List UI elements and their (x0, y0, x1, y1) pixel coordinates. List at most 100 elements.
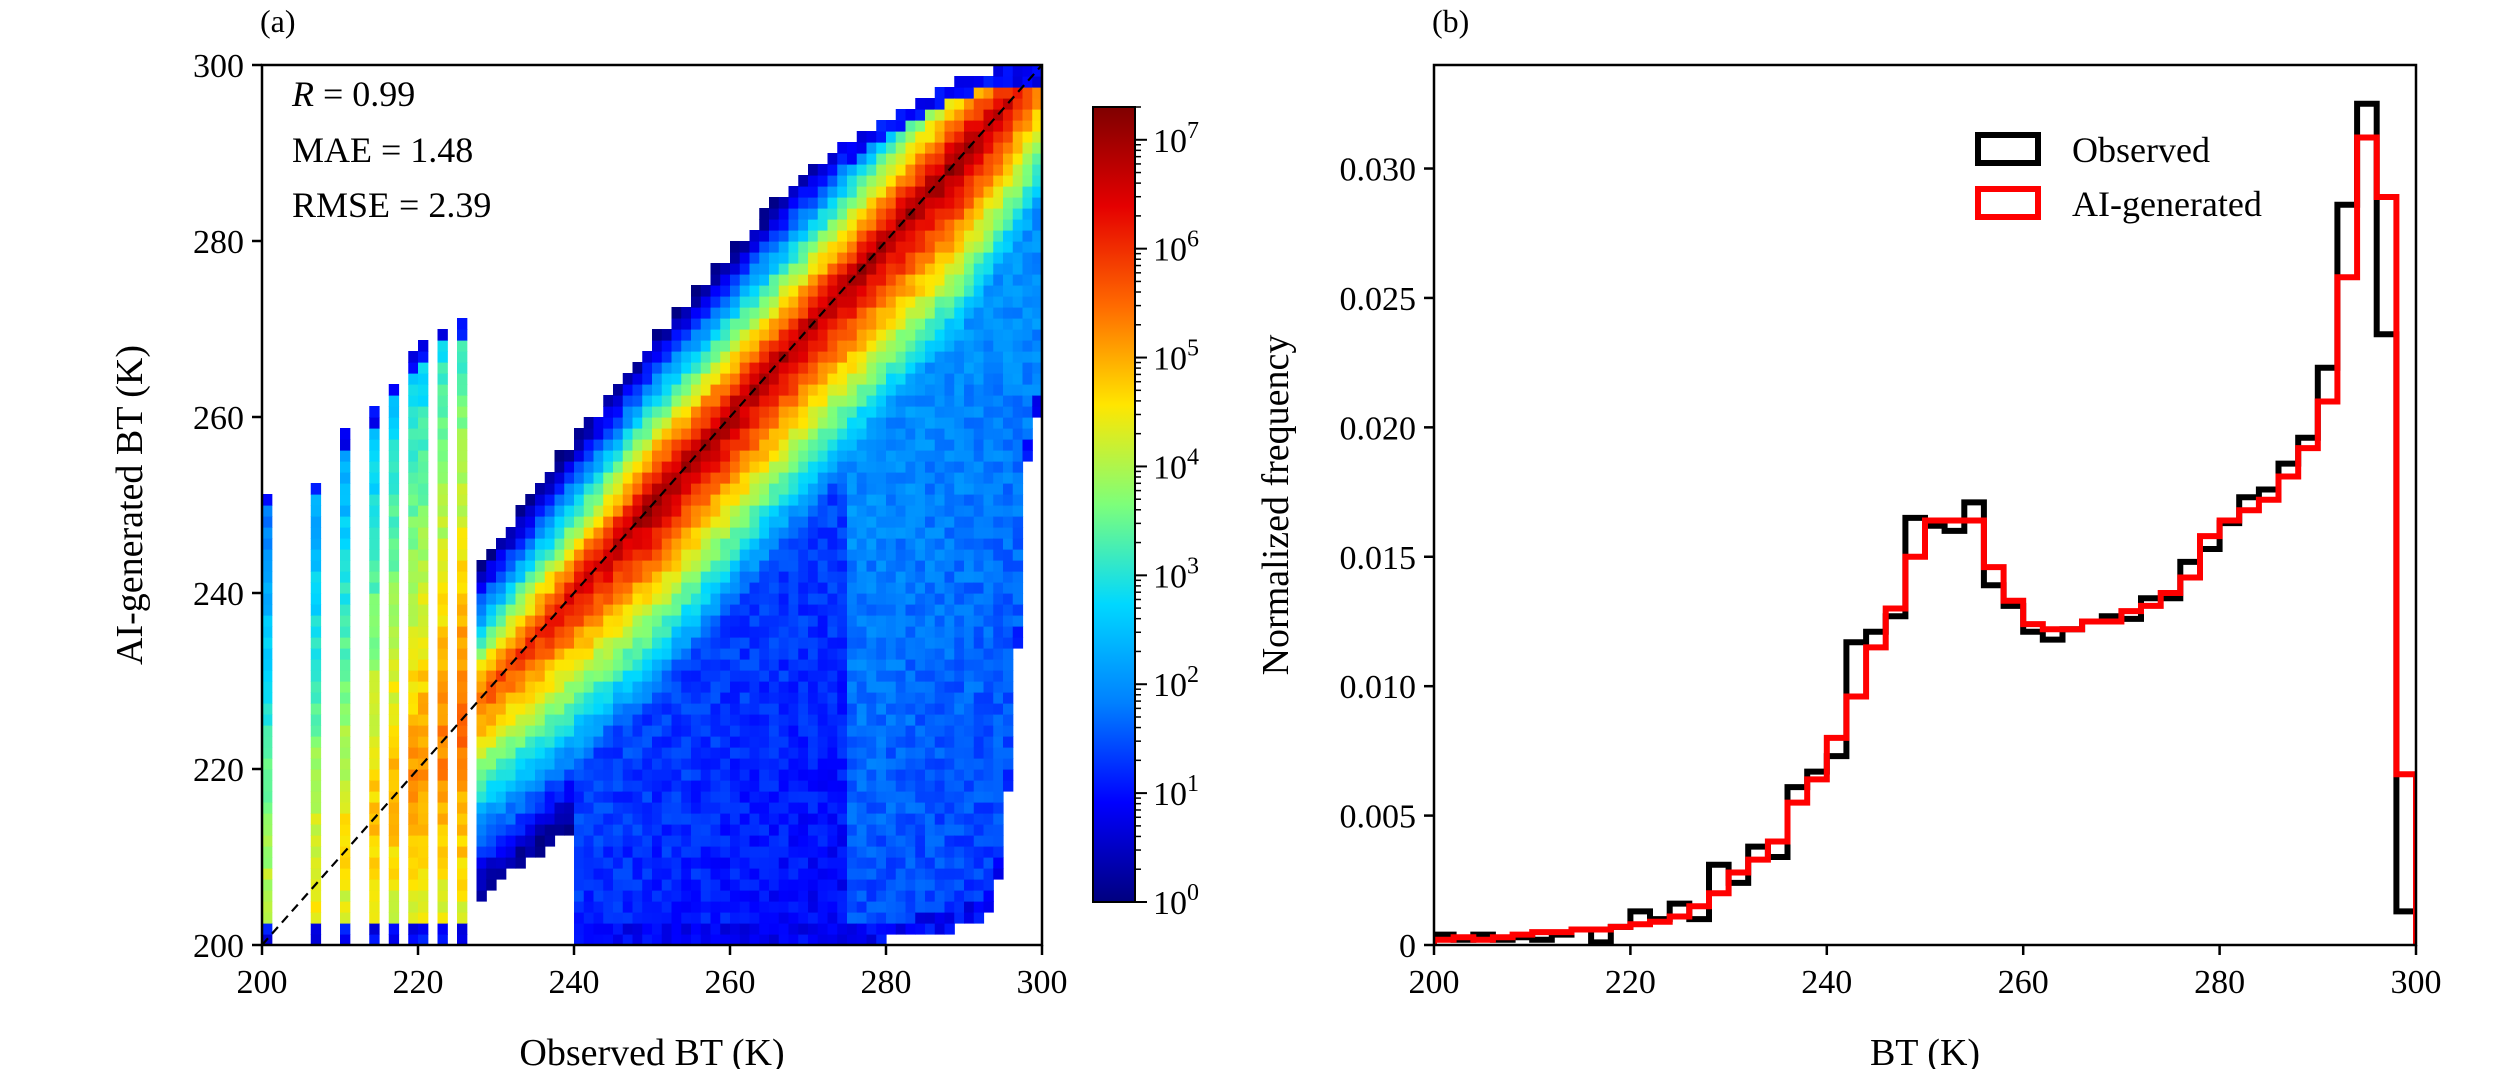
heatmap-cell (700, 868, 712, 880)
heatmap-cell (583, 923, 595, 935)
heatmap-cell (340, 516, 351, 528)
heatmap-cell (886, 428, 897, 440)
heatmap-cell (457, 582, 468, 594)
heatmap-cell (720, 560, 731, 572)
heatmap-cell (535, 582, 546, 594)
heatmap-cell (505, 692, 517, 704)
heatmap-cell (934, 296, 946, 308)
heatmap-cell (895, 769, 907, 781)
heatmap-cell (769, 901, 780, 913)
heatmap-cell (505, 824, 517, 836)
heatmap-cell (681, 626, 692, 638)
heatmap-cell (369, 527, 380, 539)
heatmap-cell (944, 417, 955, 429)
heatmap-cell (837, 780, 848, 792)
heatmap-cell (340, 725, 351, 737)
heatmap-cell (759, 505, 770, 517)
heatmap-cell (593, 483, 604, 495)
heatmap-cell (905, 758, 916, 770)
heatmap-cell (525, 769, 536, 781)
heatmap-cell (437, 626, 448, 638)
heatmap-cell (866, 615, 877, 627)
heatmap-cell (798, 813, 809, 825)
heatmap-cell (895, 208, 907, 220)
heatmap-cell (310, 857, 322, 869)
heatmap-cell (905, 626, 916, 638)
heatmap-cell (457, 395, 468, 407)
heatmap-cell (408, 692, 419, 704)
heatmap-x-ticks: 200 220 240 260 280 300 (237, 945, 1068, 1001)
heatmap-cell (1003, 670, 1014, 682)
heatmap-cell (993, 384, 1004, 396)
heatmap-cell (759, 406, 770, 418)
heatmap-cell (759, 483, 770, 495)
heatmap-cell (769, 351, 780, 363)
heatmap-cell (496, 736, 507, 748)
heatmap-cell (1022, 109, 1033, 121)
heatmap-cell (681, 835, 692, 847)
heatmap-x-tick-label: 300 (1017, 964, 1068, 1001)
heatmap-cell (964, 164, 975, 176)
heatmap-cell (827, 472, 838, 484)
heatmap-cell (944, 450, 955, 462)
heatmap-cell (759, 208, 770, 220)
heatmap-cell (486, 593, 497, 605)
heatmap-cell (778, 274, 790, 286)
heatmap-cell (905, 670, 916, 682)
heatmap-cell (1003, 175, 1014, 187)
heatmap-cell (856, 340, 868, 352)
heatmap-cell (993, 197, 1004, 209)
heatmap-cell (710, 362, 721, 374)
heatmap-cell (944, 593, 955, 605)
heatmap-cell (827, 824, 838, 836)
heatmap-cell (944, 813, 955, 825)
heatmap-cell (310, 648, 322, 660)
heatmap-cell (944, 329, 955, 341)
heatmap-cell (817, 274, 829, 286)
heatmap-cell (340, 439, 351, 451)
heatmap-cell (856, 846, 868, 858)
heatmap-cell (944, 472, 955, 484)
heatmap-cell (574, 780, 585, 792)
heatmap-cell (671, 560, 682, 572)
heatmap-cell (418, 340, 429, 352)
heatmap-cell (856, 373, 868, 385)
heatmap-cell (866, 791, 877, 803)
heatmap-cell (798, 285, 809, 297)
heatmap-cell (856, 912, 868, 924)
heatmap-cell (642, 868, 653, 880)
heatmap-cell (739, 252, 751, 264)
heatmap-cell (993, 109, 1004, 121)
heatmap-cell (632, 362, 643, 374)
heatmap-cell (622, 395, 634, 407)
heatmap-cell (720, 538, 731, 550)
heatmap-cell (827, 439, 838, 451)
heatmap-cell (369, 714, 380, 726)
heatmap-cell (944, 879, 955, 891)
heatmap-cell (418, 813, 429, 825)
heatmap-cell (983, 241, 994, 253)
heatmap-cell (603, 637, 614, 649)
heatmap-cell (544, 670, 556, 682)
heatmap-cell (632, 527, 643, 539)
heatmap-cell (915, 98, 926, 110)
heatmap-cell (671, 373, 682, 385)
heatmap-cell (944, 219, 955, 231)
heatmap-cell (886, 692, 897, 704)
heatmap-cell (730, 681, 741, 693)
heatmap-cell (700, 890, 712, 902)
heatmap-cell (583, 516, 595, 528)
heatmap-cell (1003, 626, 1014, 638)
heatmap-x-tick-label: 220 (393, 964, 444, 1001)
heatmap-cell (847, 736, 858, 748)
heatmap-cell (739, 318, 751, 330)
heatmap-cell (778, 769, 790, 781)
heatmap-cell (866, 879, 877, 891)
heatmap-cell (1022, 76, 1033, 88)
heatmap-cell (681, 670, 692, 682)
heatmap-cell (1003, 307, 1014, 319)
heatmap-cell (798, 175, 809, 187)
heatmap-cell (808, 285, 819, 297)
heatmap-cell (905, 681, 916, 693)
heatmap-cell (739, 351, 751, 363)
